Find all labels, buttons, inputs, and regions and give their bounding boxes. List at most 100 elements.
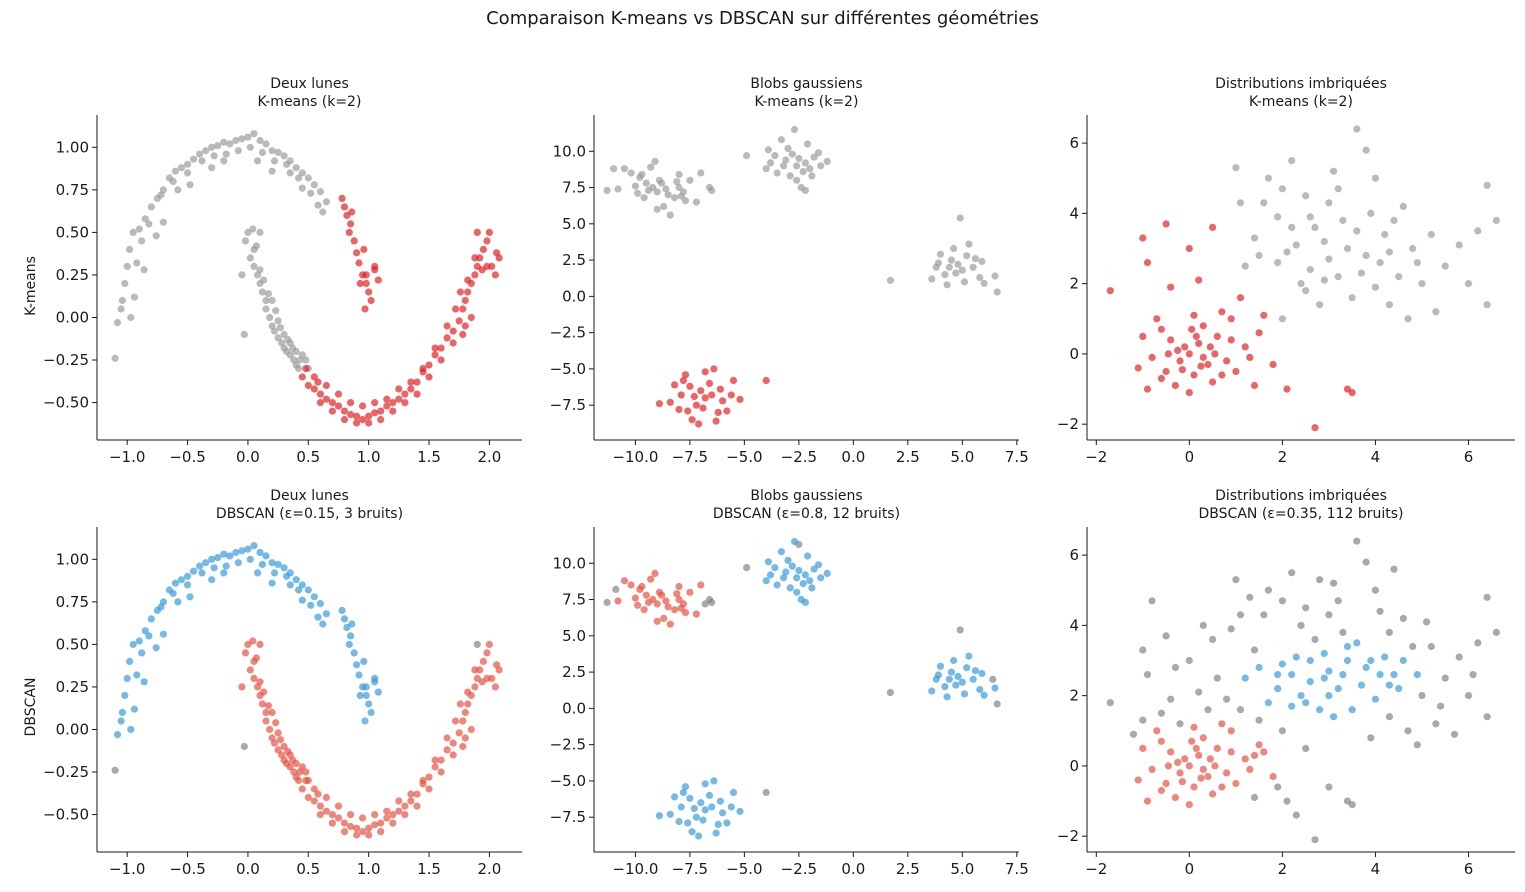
data-point [356, 691, 364, 700]
data-point [943, 281, 951, 289]
data-point [991, 684, 999, 692]
data-point [1139, 744, 1147, 753]
data-point [976, 685, 984, 694]
x-tick-label: −0.5 [169, 860, 205, 878]
data-point [314, 790, 322, 798]
data-point [464, 288, 472, 296]
data-point [383, 814, 391, 822]
data-point [208, 555, 216, 563]
data-point [677, 192, 685, 200]
data-point [697, 387, 705, 395]
data-point [1211, 762, 1219, 770]
y-tick-label: 10.0 [553, 142, 586, 160]
data-point [1325, 611, 1333, 619]
data-point [1362, 146, 1370, 154]
subplot-title-line: Blobs gaussiens [750, 488, 862, 504]
x-tick-label: 4 [1371, 860, 1381, 878]
data-point [928, 275, 936, 283]
data-point [671, 606, 679, 614]
data-point [1325, 667, 1333, 675]
data-point [627, 581, 635, 589]
data-point [322, 793, 330, 802]
data-point [934, 671, 943, 679]
data-point [272, 719, 280, 727]
data-point [1376, 671, 1384, 679]
data-point [238, 135, 246, 143]
data-point [723, 819, 731, 827]
data-point [258, 288, 266, 296]
data-point [295, 776, 303, 785]
data-point [1302, 287, 1310, 295]
data-point [479, 245, 487, 253]
y-tick-label: 2.5 [562, 251, 586, 269]
data-point [1399, 202, 1407, 210]
data-point [190, 567, 198, 575]
data-point [653, 600, 661, 608]
data-point [362, 279, 370, 288]
data-point [208, 143, 216, 151]
data-point [140, 678, 148, 686]
data-point [1260, 748, 1268, 756]
data-point [186, 181, 194, 189]
data-point [437, 768, 445, 776]
data-point [960, 278, 969, 286]
data-point [304, 381, 312, 390]
data-point [1190, 783, 1198, 791]
data-point [413, 790, 421, 798]
data-point [159, 630, 167, 638]
data-point [1427, 642, 1435, 651]
data-point [804, 552, 812, 560]
data-point [141, 215, 149, 223]
data-point [437, 756, 445, 764]
data-point [407, 385, 415, 393]
data-point [640, 194, 648, 202]
data-point [316, 399, 324, 407]
data-point [782, 156, 790, 164]
data-point [1188, 325, 1196, 333]
data-point [1288, 157, 1296, 165]
data-point [452, 717, 460, 725]
data-point [304, 174, 312, 182]
data-point [322, 395, 330, 403]
x-tick-label: −1.0 [109, 860, 145, 878]
data-point [220, 569, 228, 577]
data-point [184, 160, 192, 168]
data-point [991, 272, 999, 280]
x-tick-label: 0.0 [841, 860, 865, 878]
data-point [814, 561, 823, 569]
data-point [1213, 332, 1221, 340]
data-point [464, 700, 472, 708]
data-point [1371, 695, 1379, 703]
data-point [1385, 713, 1393, 721]
y-tick-label: 0 [1069, 345, 1079, 363]
data-point [491, 683, 499, 691]
subplot-moons-kmeans: Deux lunes K-means (k=2) −1.0 −0.5 0.0 0.5 1.0… [43, 76, 522, 466]
data-point [232, 136, 240, 145]
data-point [147, 615, 155, 623]
y-tick-label: 1.00 [56, 550, 89, 568]
data-point [1162, 220, 1170, 228]
data-point [456, 288, 464, 296]
data-point [461, 322, 469, 330]
data-point [121, 279, 129, 288]
data-point [252, 654, 260, 662]
data-point [1190, 723, 1198, 731]
data-point [266, 725, 274, 734]
data-point [971, 667, 980, 675]
y-tick-label: 2.5 [562, 663, 586, 681]
data-point [716, 797, 725, 805]
x-tick-label: −7.5 [672, 448, 708, 466]
data-point [126, 245, 134, 253]
data-point [1274, 259, 1282, 267]
data-point [1241, 343, 1249, 351]
data-point [348, 208, 356, 216]
data-point [222, 150, 230, 158]
data-point [1334, 597, 1342, 605]
data-point [653, 617, 661, 625]
data-point [234, 147, 242, 155]
data-point [338, 606, 346, 615]
data-point [295, 586, 303, 594]
data-point [642, 179, 650, 187]
data-point [1334, 185, 1342, 193]
data-point [138, 237, 146, 245]
